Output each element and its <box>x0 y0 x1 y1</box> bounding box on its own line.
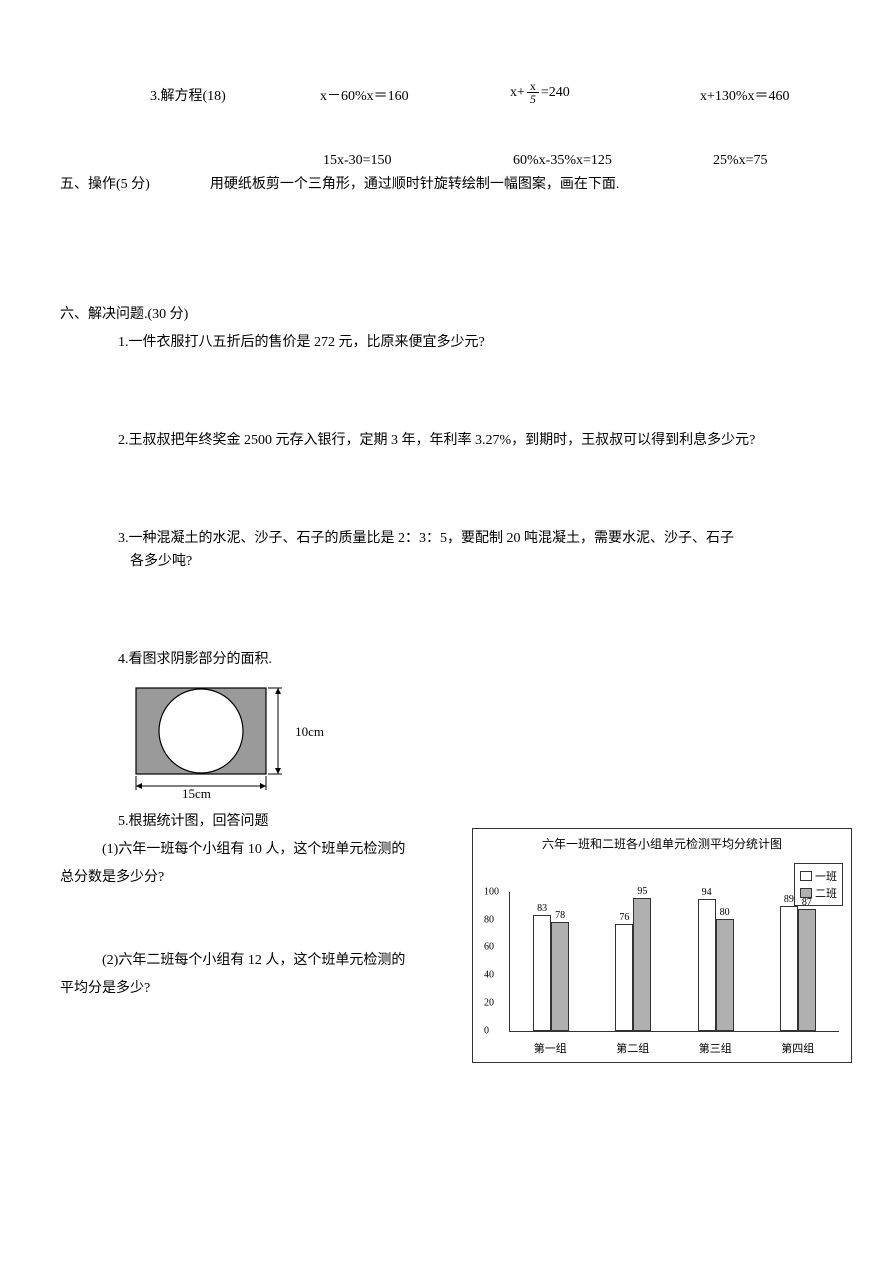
section-5-heading: 五、操作(5 分) <box>60 173 150 193</box>
equation-row-2: 15x-30=150 60%x-35%x=125 25%x=75 <box>323 153 832 169</box>
x-label: 第三组 <box>674 1040 757 1056</box>
legend-label-a: 一班 <box>815 868 837 884</box>
bar-value-label: 76 <box>619 912 629 923</box>
q6-5-container: (1)六年一班每个小组有 10 人，这个班单元检测的 总分数是多少分? (2)六… <box>60 838 832 1001</box>
bar-class-b: 80 <box>716 919 734 1031</box>
y-tick: 0 <box>484 1025 489 1036</box>
eq2-post: =240 <box>541 85 570 101</box>
section-6-heading: 六、解决问题.(30 分) <box>60 303 832 323</box>
eq5: 60%x-35%x=125 <box>513 153 713 169</box>
bar-class-b: 87 <box>798 909 816 1031</box>
bar-class-a: 94 <box>698 899 716 1031</box>
bar-group: 8378 <box>510 892 592 1031</box>
y-tick: 100 <box>484 886 499 897</box>
bar-group: 7695 <box>592 892 674 1031</box>
legend-item-a: 一班 <box>800 868 837 884</box>
x-label: 第二组 <box>592 1040 675 1056</box>
legend-swatch-a <box>800 871 812 881</box>
q6-5-left: (1)六年一班每个小组有 10 人，这个班单元检测的 总分数是多少分? (2)六… <box>60 838 460 1001</box>
bar-value-label: 95 <box>637 886 647 897</box>
bar-value-label: 80 <box>720 907 730 918</box>
bar-class-a: 89 <box>780 906 798 1031</box>
bar-class-a: 76 <box>615 924 633 1030</box>
q6-3-line2: 各多少吨? <box>130 550 832 574</box>
eq2: x+ x 5 =240 <box>510 80 700 105</box>
shaded-area-svg <box>130 682 300 802</box>
chart-x-labels: 第一组第二组第三组第四组 <box>509 1040 839 1056</box>
q6-5-2a: (2)六年二班每个小组有 12 人，这个班单元检测的 <box>102 949 460 973</box>
chart-title: 六年一班和二班各小组单元检测平均分统计图 <box>473 829 851 862</box>
eq3: x+130%x＝460 <box>700 85 832 105</box>
bar-group: 9480 <box>675 892 757 1031</box>
y-tick: 80 <box>484 914 494 925</box>
bar-chart: 六年一班和二班各小组单元检测平均分统计图 一班 二班 8378769594808… <box>472 828 852 1063</box>
q6-5-1b: 总分数是多少分? <box>60 866 460 890</box>
section-5: 五、操作(5 分) 用硬纸板剪一个三角形，通过顺时针旋转绘制一幅图案，画在下面. <box>60 173 832 193</box>
x-label: 第四组 <box>757 1040 840 1056</box>
bar-class-b: 78 <box>551 922 569 1031</box>
bar-class-b: 95 <box>633 898 651 1031</box>
y-tick: 20 <box>484 997 494 1008</box>
figure-width-label: 15cm <box>182 786 211 802</box>
eq6: 25%x=75 <box>713 153 832 169</box>
bar-value-label: 94 <box>702 887 712 898</box>
q6-3-line1: 3.一种混凝土的水泥、沙子、石子的质量比是 2：3：5，要配制 20 吨混凝土，… <box>118 527 832 551</box>
q3-label: 3.解方程(18) <box>150 85 320 105</box>
y-tick: 60 <box>484 942 494 953</box>
figure-shaded-area: 15cm 10cm <box>130 682 300 802</box>
bar-value-label: 89 <box>784 894 794 905</box>
bar-group: 8987 <box>757 892 839 1031</box>
eq2-pre: x+ <box>510 85 525 101</box>
section-5-instruction: 用硬纸板剪一个三角形，通过顺时针旋转绘制一幅图案，画在下面. <box>210 173 620 193</box>
q6-4: 4.看图求阴影部分的面积. <box>118 648 832 672</box>
x-label: 第一组 <box>509 1040 592 1056</box>
bar-value-label: 78 <box>555 910 565 921</box>
fraction-x-over-5: x 5 <box>527 80 539 105</box>
q6-5-1a: (1)六年一班每个小组有 10 人，这个班单元检测的 <box>102 838 460 862</box>
bar-value-label: 83 <box>537 903 547 914</box>
eq4: 15x-30=150 <box>323 153 513 169</box>
bar-class-a: 83 <box>533 915 551 1031</box>
fraction-den: 5 <box>527 93 539 105</box>
chart-groups: 8378769594808987 <box>510 892 839 1031</box>
q6-2: 2.王叔叔把年终奖金 2500 元存入银行，定期 3 年，年利率 3.27%，到… <box>118 429 832 453</box>
eq1: x－60%x＝160 <box>320 85 510 105</box>
q6-5-2b: 平均分是多少? <box>60 977 460 1001</box>
equation-row-1: 3.解方程(18) x－60%x＝160 x+ x 5 =240 x+130%x… <box>150 80 832 105</box>
y-tick: 40 <box>484 970 494 981</box>
q6-1: 1.一件衣服打八五折后的售价是 272 元，比原来便宜多少元? <box>118 331 832 355</box>
figure-height-label: 10cm <box>295 724 324 740</box>
bar-value-label: 87 <box>802 897 812 908</box>
chart-plot-area: 8378769594808987 020406080100 <box>509 892 839 1032</box>
